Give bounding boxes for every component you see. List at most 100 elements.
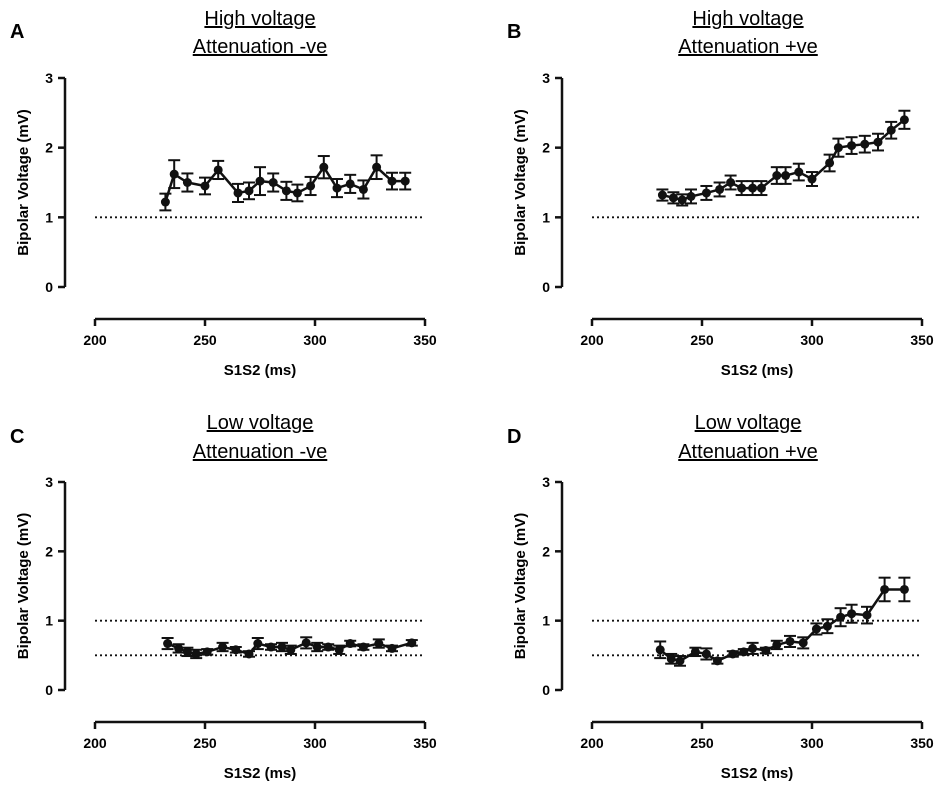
data-point bbox=[182, 647, 192, 657]
data-point bbox=[200, 181, 210, 191]
panel-title-line: Low voltage bbox=[695, 412, 802, 434]
x-tick-label: 250 bbox=[690, 735, 714, 751]
data-point bbox=[899, 584, 909, 594]
y-tick-label: 0 bbox=[542, 279, 550, 295]
data-point bbox=[811, 624, 821, 634]
data-point bbox=[715, 184, 725, 194]
panel-a: A High voltage Attenuation -ve 0 1 2 3 Bipolar … bbox=[10, 8, 437, 379]
data-point bbox=[748, 183, 758, 193]
panel-title-line: Attenuation -ve bbox=[193, 36, 328, 58]
x-tick-label: 350 bbox=[910, 332, 934, 348]
data-point bbox=[358, 184, 368, 194]
x-tick-label: 200 bbox=[83, 735, 107, 751]
data-point bbox=[739, 647, 749, 657]
data-point bbox=[345, 179, 355, 189]
data-point bbox=[675, 656, 685, 666]
data-point bbox=[169, 169, 179, 179]
data-point bbox=[862, 610, 872, 620]
data-point bbox=[728, 649, 738, 659]
data-point bbox=[860, 139, 870, 149]
data-point bbox=[873, 137, 883, 147]
y-tick-label: 3 bbox=[542, 474, 550, 490]
data-point bbox=[825, 158, 835, 168]
data-point bbox=[253, 639, 263, 649]
panel-title-line: Attenuation +ve bbox=[678, 441, 818, 463]
data-point bbox=[756, 183, 766, 193]
data-point bbox=[160, 197, 170, 207]
data-point bbox=[833, 143, 843, 153]
y-tick-label: 3 bbox=[542, 70, 550, 86]
panel-title-line: High voltage bbox=[692, 8, 803, 30]
data-point bbox=[794, 167, 804, 177]
data-point bbox=[345, 639, 355, 649]
data-point bbox=[686, 191, 696, 201]
data-point bbox=[657, 190, 667, 200]
panel-title-line: Low voltage bbox=[207, 412, 314, 434]
x-tick-label: 200 bbox=[580, 735, 604, 751]
data-point bbox=[301, 638, 311, 648]
data-point bbox=[334, 645, 344, 655]
y-tick-label: 0 bbox=[542, 682, 550, 698]
x-tick-label: 200 bbox=[83, 332, 107, 348]
data-point bbox=[182, 178, 192, 187]
y-tick-label: 2 bbox=[45, 140, 53, 156]
x-tick-label: 250 bbox=[690, 332, 714, 348]
data-point bbox=[358, 642, 368, 652]
x-tick-label: 300 bbox=[800, 332, 824, 348]
data-point bbox=[332, 183, 342, 193]
data-point bbox=[292, 188, 302, 198]
data-point bbox=[407, 638, 417, 648]
data-point bbox=[312, 642, 322, 652]
panel-title-line: High voltage bbox=[204, 8, 315, 30]
data-point bbox=[202, 647, 212, 657]
data-point bbox=[655, 645, 665, 655]
y-tick-label: 1 bbox=[45, 613, 53, 629]
panel-title-line: Attenuation -ve bbox=[193, 441, 328, 463]
data-point bbox=[387, 643, 397, 653]
x-tick-label: 200 bbox=[580, 332, 604, 348]
data-point bbox=[701, 188, 711, 198]
data-point bbox=[822, 621, 832, 631]
panel-letter: B bbox=[507, 21, 521, 43]
panel-b: B High voltage Attenuation +ve 0 1 2 3 Bipolar … bbox=[507, 8, 934, 379]
y-tick-label: 2 bbox=[542, 140, 550, 156]
data-point bbox=[266, 642, 276, 652]
data-point bbox=[286, 645, 296, 655]
y-tick-label: 0 bbox=[45, 682, 53, 698]
y-tick-label: 3 bbox=[45, 70, 53, 86]
y-axis-label: Bipolar Voltage (mV) bbox=[15, 109, 32, 255]
data-point bbox=[163, 639, 173, 649]
data-point bbox=[701, 649, 711, 659]
data-point bbox=[268, 178, 278, 187]
x-axis-label: S1S2 (ms) bbox=[721, 362, 794, 379]
data-point bbox=[781, 171, 791, 181]
x-tick-label: 250 bbox=[193, 332, 217, 348]
x-tick-label: 300 bbox=[303, 332, 327, 348]
data-point bbox=[847, 609, 857, 619]
data-point bbox=[666, 654, 676, 664]
data-point bbox=[191, 649, 201, 659]
y-axis-label: Bipolar Voltage (mV) bbox=[512, 109, 529, 255]
x-tick-label: 300 bbox=[303, 735, 327, 751]
y-tick-label: 1 bbox=[542, 613, 550, 629]
y-tick-label: 2 bbox=[542, 543, 550, 559]
data-point bbox=[761, 645, 771, 655]
data-point bbox=[677, 195, 687, 205]
data-point bbox=[244, 649, 254, 659]
data-point bbox=[880, 584, 890, 594]
panel-title-line: Attenuation +ve bbox=[678, 36, 818, 58]
y-tick-label: 0 bbox=[45, 279, 53, 295]
panel-letter: C bbox=[10, 426, 24, 448]
panel-d: D Low voltage Attenuation +ve 0 1 2 3 Bipolar V… bbox=[507, 412, 934, 782]
y-tick-label: 1 bbox=[542, 209, 550, 225]
series-line bbox=[662, 118, 906, 202]
data-point bbox=[798, 638, 808, 648]
x-tick-label: 350 bbox=[413, 735, 437, 751]
data-point bbox=[836, 612, 846, 622]
data-point bbox=[213, 165, 223, 175]
data-point bbox=[319, 162, 329, 172]
data-point bbox=[374, 639, 384, 649]
data-point bbox=[807, 174, 817, 184]
data-point bbox=[847, 141, 857, 151]
